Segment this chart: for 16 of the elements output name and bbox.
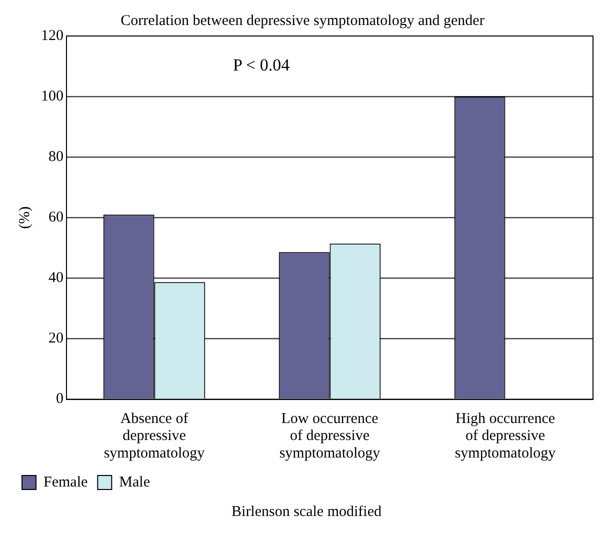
y-tick-label: 40 [48, 270, 64, 286]
y-tick-label: 0 [56, 391, 64, 408]
x-tick-label: Low occurrence of depressive symptomatology [279, 410, 381, 462]
x-tick-label: High occurrence of depressive symptomatology [454, 410, 556, 462]
y-tick-label: 80 [48, 149, 64, 166]
y-tick-label: 120 [41, 28, 64, 44]
chart-title: Correlation between depressive symptomatology and gender [120, 12, 484, 29]
x-axis-title: Birlenson scale modified [230, 504, 382, 521]
annotation: P < 0.04 [232, 55, 290, 74]
legend-label: Male [119, 474, 150, 490]
y-tick-label: 60 [48, 210, 64, 226]
y-axis-title: (%) [16, 206, 33, 229]
y-tick-label: 100 [41, 88, 64, 104]
y-tick-label: 20 [48, 330, 64, 347]
x-tick-label: Absence of depressive symptomatology [104, 410, 206, 462]
legend-label: Female [44, 474, 88, 490]
